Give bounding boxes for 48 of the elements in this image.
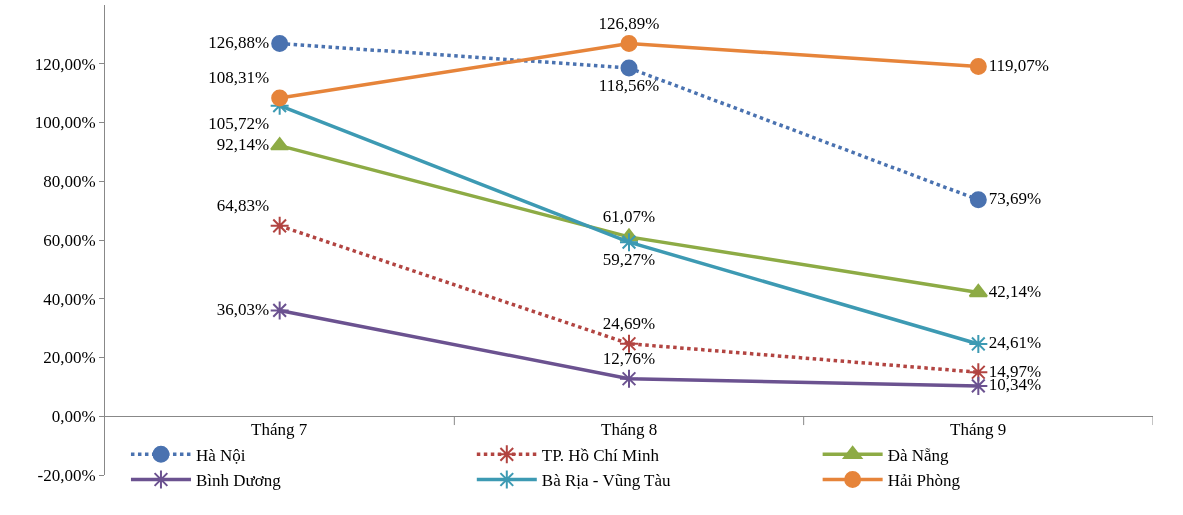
point	[968, 333, 989, 354]
x-tick-label: Tháng 7	[251, 420, 308, 439]
data-label: 24,61%	[988, 333, 1042, 353]
y-tick-label: 0,00%	[51, 407, 96, 427]
data-label: 126,88%	[208, 32, 270, 52]
point	[969, 191, 987, 209]
data-label: 73,69%	[988, 189, 1042, 209]
data-label: 118,56%	[598, 76, 660, 96]
point	[620, 59, 638, 77]
data-label: 61,07%	[602, 207, 656, 227]
point	[269, 215, 290, 236]
data-label: 42,14%	[988, 281, 1042, 301]
data-label: 36,03%	[216, 299, 270, 319]
y-tick-label: 60,00%	[43, 230, 96, 250]
y-tick-label: 20,00%	[43, 348, 96, 368]
data-label: 119,07%	[988, 55, 1049, 75]
point	[969, 57, 987, 75]
data-label: 24,69%	[602, 314, 656, 334]
legend-label: Hải Phòng	[887, 471, 961, 491]
point	[620, 35, 638, 52]
legend-label: Bà Rịa - Vũng Tàu	[541, 471, 672, 491]
y-tick-label: 100,00%	[34, 113, 96, 133]
data-label: 108,31%	[208, 68, 270, 88]
point	[271, 35, 289, 53]
data-label: 126,89%	[598, 13, 660, 33]
data-label: 59,27%	[602, 250, 656, 270]
y-tick-label: 40,00%	[43, 289, 96, 309]
legend-label: Bình Dương	[195, 471, 282, 491]
point	[619, 333, 639, 354]
data-label: 105,72%	[208, 113, 270, 133]
point	[968, 375, 989, 396]
y-tick-label: 120,00%	[34, 54, 96, 74]
y-tick-label: -20,00%	[37, 465, 96, 485]
point	[271, 89, 289, 107]
y-tick-label: 80,00%	[43, 172, 96, 192]
data-label: 12,76%	[602, 349, 656, 369]
x-tick-label: Tháng 8	[601, 420, 658, 439]
data-label: 92,14%	[216, 134, 270, 154]
data-label: 64,83%	[216, 196, 270, 216]
point	[269, 300, 290, 321]
point	[619, 232, 639, 253]
x-tick-label: Tháng 9	[950, 420, 1007, 439]
point	[270, 137, 290, 151]
point	[619, 368, 639, 389]
point	[968, 283, 988, 298]
legend-label: TP. Hồ Chí Minh	[541, 445, 660, 465]
legend-label: Đà Nẵng	[887, 445, 950, 465]
legend-label: Hà Nội	[195, 445, 246, 465]
